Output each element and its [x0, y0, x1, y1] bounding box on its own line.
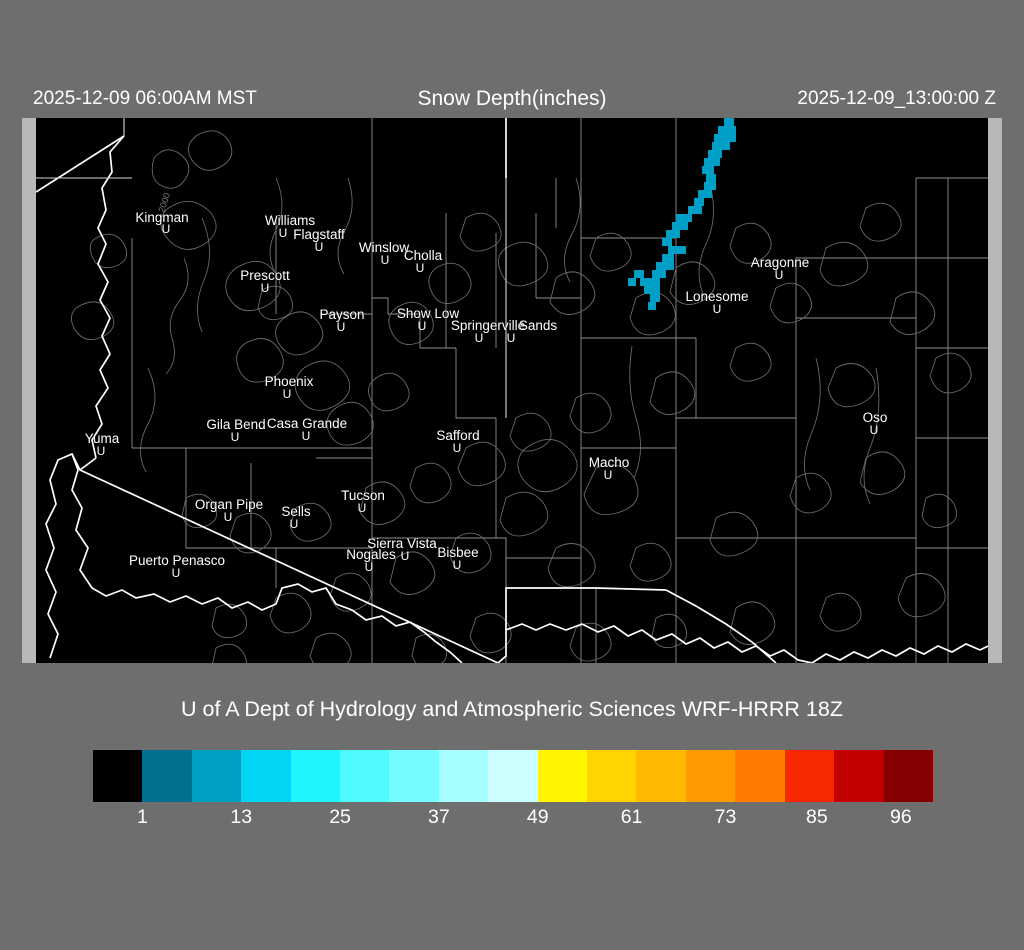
- city-marker-icon: U: [774, 268, 784, 282]
- city-marker-icon: U: [712, 302, 722, 316]
- city-label: Casa Grande: [266, 416, 348, 431]
- valid-time-local: 2025-12-09 06:00AM MST: [33, 88, 257, 109]
- city-marker-icon: U: [336, 320, 346, 334]
- city-label: Cholla: [403, 248, 443, 263]
- city-marker-icon: U: [278, 226, 288, 240]
- colorbar-segment: [389, 750, 439, 802]
- city-marker-icon: U: [96, 444, 106, 458]
- city-marker-icon: U: [314, 240, 324, 254]
- city-marker-icon: U: [171, 566, 181, 580]
- colorbar-segment: [537, 750, 588, 802]
- city-label: Kingman: [135, 210, 189, 225]
- city-marker-icon: U: [869, 423, 879, 437]
- city-label: Lonesome: [685, 289, 749, 304]
- city-label: Tucson: [341, 488, 385, 503]
- colorbar-swatches: [93, 750, 933, 802]
- credit-line: U of A Dept of Hydrology and Atmospheric…: [181, 697, 843, 721]
- city-marker-icon: U: [417, 319, 427, 333]
- colorbar-segment: [735, 750, 785, 802]
- colorbar-tick: 61: [620, 806, 643, 828]
- city-label: Puerto Penasco: [128, 553, 226, 568]
- city-label: Bisbee: [437, 545, 479, 560]
- state-boundaries: [36, 118, 988, 663]
- city-marker-icon: U: [452, 441, 462, 455]
- city-label: Sells: [281, 504, 311, 519]
- city-marker-icon: U: [380, 253, 390, 267]
- map-header: 2025-12-09 06:00AM MST Snow Depth(inches…: [0, 86, 1024, 116]
- colorbar-tick-labels: 1 13 25 37 49 61 73 85 96: [0, 805, 1024, 831]
- city-marker-icon: U: [282, 387, 292, 401]
- colorbar-segment: [685, 750, 736, 802]
- valid-time-utc: 2025-12-09_13:00:00 Z: [797, 88, 996, 109]
- colorbar-segment: [587, 750, 637, 802]
- city-label: Macho: [588, 455, 630, 470]
- colorbar-segment: [636, 750, 686, 802]
- snow-depth-shading: [628, 118, 736, 310]
- map-background: [36, 118, 988, 663]
- city-marker-icon: U: [230, 430, 240, 444]
- city-marker-icon: U: [161, 222, 171, 236]
- city-label: Yuma: [84, 431, 120, 446]
- city-marker-icon: U: [506, 331, 516, 345]
- city-label: Prescott: [240, 268, 290, 283]
- city-label: Payson: [319, 307, 365, 322]
- city-label: Springerville: [450, 318, 526, 333]
- city-label: Sands: [518, 318, 558, 333]
- colorbar-segment: [438, 750, 489, 802]
- city-label: Gila Bend: [206, 417, 266, 432]
- colorbar-tick: 73: [714, 806, 737, 828]
- colorbar-segment: [191, 750, 242, 802]
- map-panel[interactable]: 2000 Kingman U Williams U Flagstaff U Winslow U…: [36, 118, 988, 663]
- city-label: Sierra Vista: [367, 536, 437, 551]
- city-label: Winslow: [358, 240, 410, 255]
- colorbar-tick: 1: [136, 806, 148, 828]
- page-title: Snow Depth(inches): [417, 87, 607, 110]
- colorbar-segment: [290, 750, 341, 802]
- map-geography: 2000: [36, 118, 988, 663]
- colorbar-tick: 37: [428, 806, 450, 828]
- city-label: Nogales: [346, 547, 396, 562]
- colorbar-tick: 85: [806, 806, 828, 828]
- city-marker-icon: U: [474, 331, 484, 345]
- colorbar: [93, 750, 933, 802]
- state-lines-thin: [36, 118, 507, 418]
- map-frame: 2000 Kingman U Williams U Flagstaff U Winslow U…: [22, 118, 1002, 663]
- colorbar-tick: 49: [526, 806, 549, 828]
- city-marker-icon: U: [357, 501, 367, 515]
- city-label: Aragonne: [750, 255, 810, 270]
- city-label: Safford: [436, 428, 480, 443]
- city-label: Oso: [862, 410, 888, 425]
- city-marker-icon: U: [301, 429, 311, 443]
- colorbar-segment: [883, 750, 933, 802]
- colorbar-segment: [241, 750, 291, 802]
- city-marker-icon: U: [289, 517, 299, 531]
- colorbar-segment: [142, 750, 192, 802]
- colorbar-segment: [784, 750, 835, 802]
- city-marker-icon: U: [260, 281, 270, 295]
- city-marker-icon: U: [452, 558, 462, 572]
- city-marker-icon: U: [223, 510, 233, 524]
- city-label: Organ Pipe: [194, 497, 264, 512]
- colorbar-tick: 13: [230, 806, 253, 828]
- city-label: Show Low: [396, 306, 460, 321]
- colorbar-tick: 25: [329, 806, 351, 828]
- colorbar-tick: 96: [890, 806, 912, 828]
- colorbar-segment: [834, 750, 884, 802]
- city-label: Williams: [264, 213, 316, 228]
- colorbar-segment: [93, 750, 143, 802]
- colorbar-segment: [340, 750, 390, 802]
- city-marker-icon: U: [364, 560, 374, 574]
- city-label: Phoenix: [264, 374, 314, 389]
- colorbar-segment: [488, 750, 538, 802]
- city-marker-icon: U: [603, 468, 613, 482]
- city-marker-icon: U: [400, 549, 410, 563]
- city-label: Flagstaff: [293, 227, 345, 242]
- city-marker-icon: U: [415, 261, 425, 275]
